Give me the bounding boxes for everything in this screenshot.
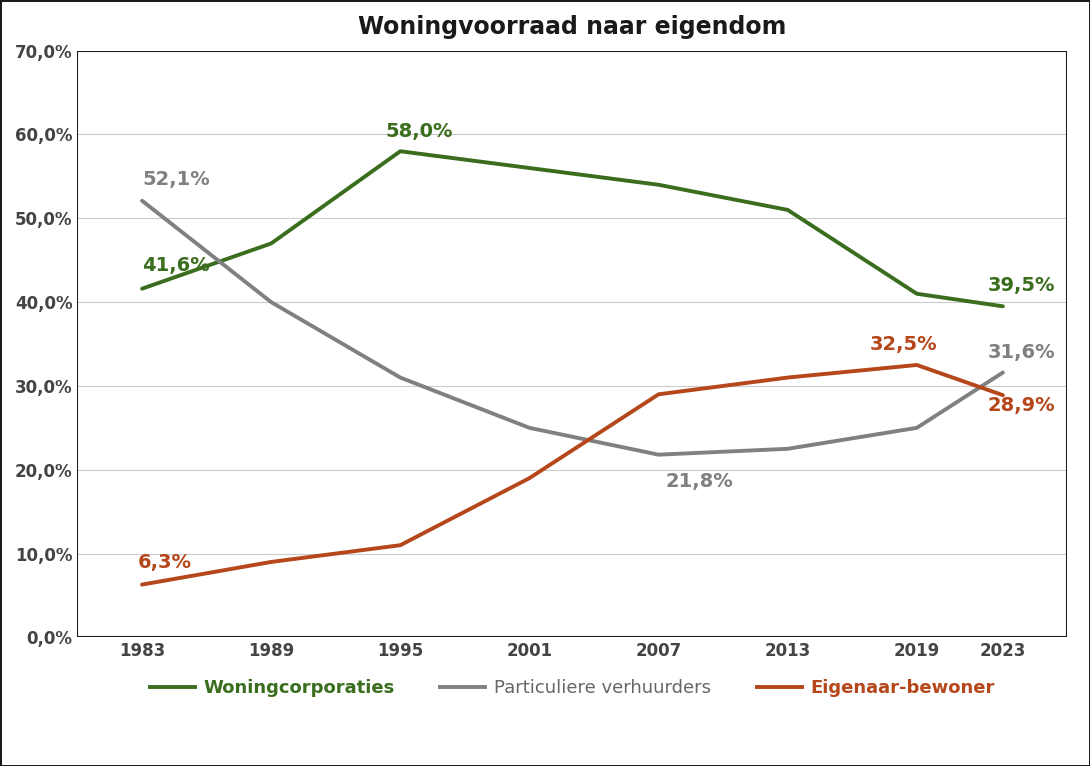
Text: 39,5%: 39,5%	[988, 277, 1055, 296]
Text: 31,6%: 31,6%	[988, 343, 1055, 362]
Text: 41,6%: 41,6%	[142, 257, 209, 275]
Bar	[77, 51, 1067, 637]
Text: 6,3%: 6,3%	[137, 553, 192, 572]
Title: Woningvoorraad naar eigendom: Woningvoorraad naar eigendom	[359, 15, 787, 39]
Text: 32,5%: 32,5%	[870, 335, 937, 354]
Legend: Woningcorporaties, Particuliere verhuurders, Eigenaar-bewoner: Woningcorporaties, Particuliere verhuurd…	[143, 673, 1003, 705]
Text: 58,0%: 58,0%	[385, 123, 452, 141]
Text: 21,8%: 21,8%	[665, 472, 732, 491]
Text: 52,1%: 52,1%	[142, 170, 209, 189]
Text: 28,9%: 28,9%	[988, 396, 1055, 415]
